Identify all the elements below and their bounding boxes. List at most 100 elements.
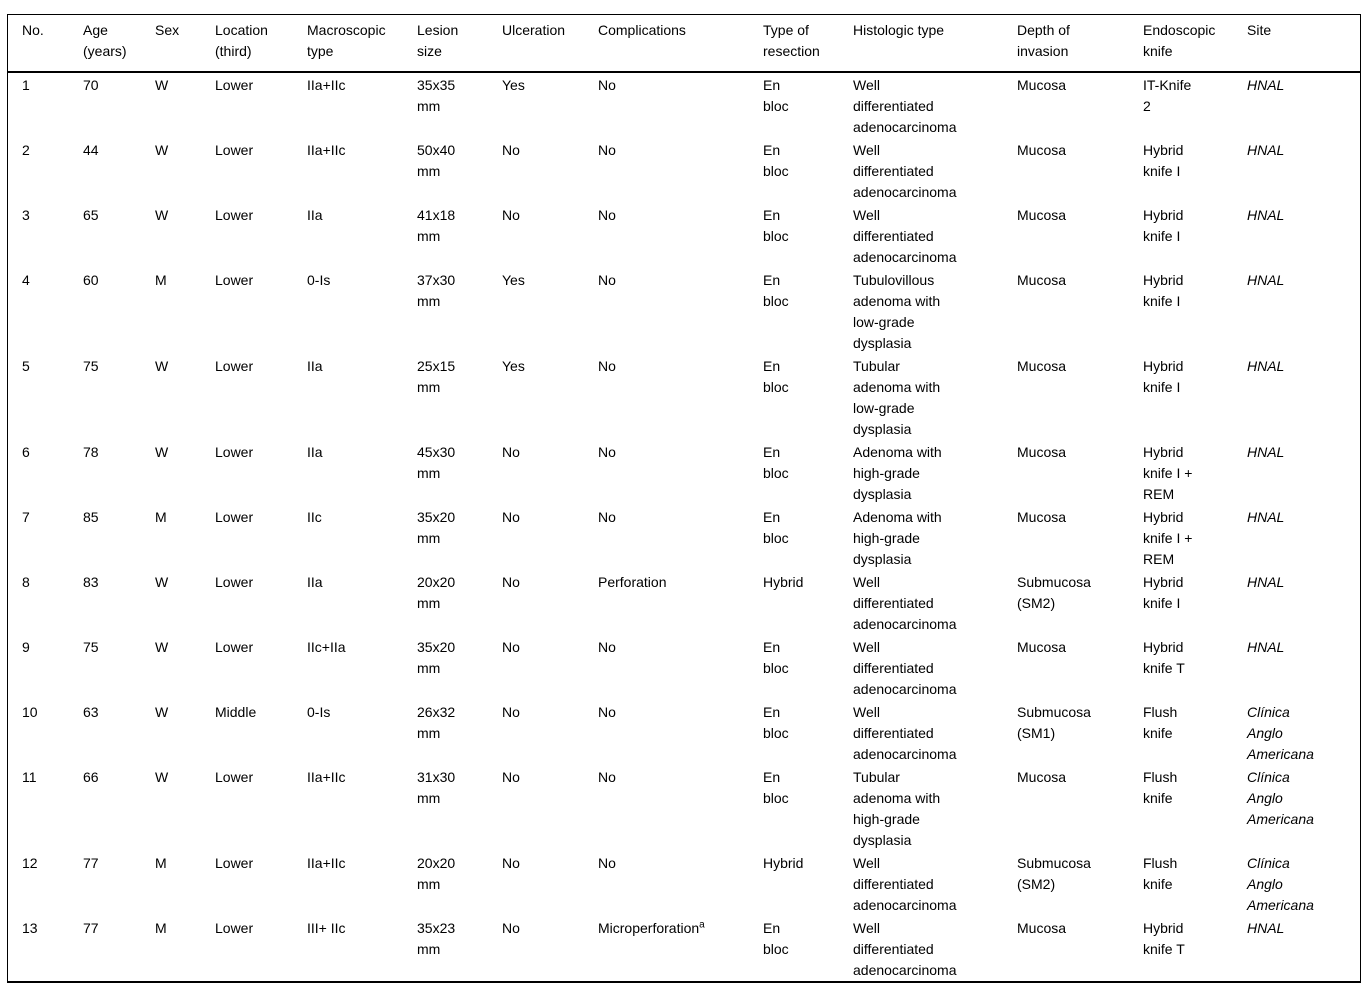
cell-resection-type: En bloc [763, 77, 789, 114]
cell-lesion-size: 20x20 mm [417, 855, 456, 892]
cell-histologic-type: Adenoma with high-grade dysplasia [853, 509, 942, 567]
cell-no: 5 [22, 358, 30, 374]
cell-location: Lower [215, 855, 254, 871]
cell-macroscopic-type: IIa+IIc [307, 77, 346, 93]
cell-resection-type: En bloc [763, 704, 789, 741]
cell-complications: No [598, 704, 616, 720]
cell-location: Lower [215, 920, 254, 936]
column-header-site: Site [1247, 14, 1360, 73]
cell-age: 60 [83, 272, 99, 288]
table-row: 12 77 M Lower IIa+IIc 20x20 mm No No Hybrid Well … [8, 851, 1360, 916]
cell-sex: W [155, 639, 169, 655]
cell-ulceration: No [502, 639, 520, 655]
cell-resection-type: En bloc [763, 639, 789, 676]
cell-location: Lower [215, 574, 254, 590]
cell-site: HNAL [1247, 920, 1285, 936]
cell-sex: M [155, 509, 167, 525]
cell-no: 4 [22, 272, 30, 288]
cell-no: 1 [22, 77, 30, 93]
cell-invasion-depth: Mucosa [1017, 769, 1067, 785]
cell-resection-type: Hybrid [763, 574, 804, 590]
cell-age: 66 [83, 769, 99, 785]
column-header-complications: Complications [598, 14, 763, 73]
table-row: 5 75 W Lower IIa 25x15 mm Yes No En bloc Tubular … [8, 354, 1360, 440]
header-row: No. Age (years) Sex Location (third) Macrosc… [8, 14, 1360, 73]
cell-sex: W [155, 444, 169, 460]
table-row: 13 77 M Lower III+ IIc 35x23 mm No Microperfora… [8, 916, 1360, 982]
cell-histologic-type: Well differentiated adenocarcinoma [853, 207, 957, 265]
table-header: No. Age (years) Sex Location (third) Macrosc… [8, 14, 1360, 73]
cell-lesion-size: 35x20 mm [417, 639, 456, 676]
cell-age: 65 [83, 207, 99, 223]
cell-age: 75 [83, 358, 99, 374]
cell-ulceration: Yes [502, 358, 525, 374]
cell-invasion-depth: Submucosa (SM2) [1017, 574, 1091, 611]
table-row: 3 65 W Lower IIa 41x18 mm No No En bloc Well diff… [8, 203, 1360, 268]
cell-sex: W [155, 769, 169, 785]
cell-invasion-depth: Mucosa [1017, 207, 1067, 223]
cell-macroscopic-type: 0-Is [307, 272, 331, 288]
cell-complications: Perforation [598, 574, 667, 590]
cell-invasion-depth: Mucosa [1017, 272, 1067, 288]
cell-ulceration: No [502, 142, 520, 158]
cell-location: Middle [215, 704, 257, 720]
cell-site: HNAL [1247, 207, 1285, 223]
cell-macroscopic-type: IIa [307, 358, 323, 374]
cell-complications: No [598, 77, 616, 93]
cell-endoscopic-knife: Flush knife [1143, 704, 1178, 741]
cell-endoscopic-knife: Hybrid knife I [1143, 574, 1184, 611]
cell-sex: M [155, 272, 167, 288]
cell-endoscopic-knife: Flush knife [1143, 855, 1178, 892]
cell-complications: No [598, 855, 616, 871]
cell-age: 78 [83, 444, 99, 460]
cell-no: 6 [22, 444, 30, 460]
cell-invasion-depth: Submucosa (SM1) [1017, 704, 1091, 741]
cell-lesion-size: 25x15 mm [417, 358, 456, 395]
column-header-histologic-type: Histologic type [853, 14, 1017, 73]
column-header-ulceration: Ulceration [502, 14, 598, 73]
cell-ulceration: No [502, 444, 520, 460]
cell-complications: No [598, 639, 616, 655]
cell-complications: No [598, 358, 616, 374]
cell-ulceration: No [502, 207, 520, 223]
cell-sex: W [155, 704, 169, 720]
cell-no: 7 [22, 509, 30, 525]
cell-histologic-type: Adenoma with high-grade dysplasia [853, 444, 942, 502]
cell-age: 70 [83, 77, 99, 93]
column-header-lesion-size: Lesion size [417, 14, 502, 73]
cell-resection-type: En bloc [763, 920, 789, 957]
cell-complications: No [598, 509, 616, 525]
cell-complications: No [598, 444, 616, 460]
cell-age: 44 [83, 142, 99, 158]
cell-age: 75 [83, 639, 99, 655]
cell-site: HNAL [1247, 77, 1285, 93]
cell-age: 77 [83, 920, 99, 936]
cell-lesion-size: 45x30 mm [417, 444, 456, 481]
cell-histologic-type: Well differentiated adenocarcinoma [853, 77, 957, 135]
cell-lesion-size: 50x40 mm [417, 142, 456, 179]
cell-histologic-type: Well differentiated adenocarcinoma [853, 855, 957, 913]
cell-no: 10 [22, 704, 38, 720]
cell-location: Lower [215, 272, 254, 288]
cell-resection-type: En bloc [763, 142, 789, 179]
column-header-macroscopic-type: Macroscopic type [307, 14, 417, 73]
cell-resection-type: En bloc [763, 444, 789, 481]
cell-invasion-depth: Mucosa [1017, 77, 1067, 93]
cell-endoscopic-knife: Hybrid knife I [1143, 142, 1184, 179]
cell-location: Lower [215, 207, 254, 223]
cell-age: 83 [83, 574, 99, 590]
cell-sex: M [155, 855, 167, 871]
column-header-endoscopic-knife: Endoscopic knife [1143, 14, 1247, 73]
cell-macroscopic-type: III+ IIc [307, 920, 346, 936]
column-header-no: No. [8, 14, 83, 73]
cell-endoscopic-knife: IT-Knife 2 [1143, 77, 1192, 114]
cell-no: 12 [22, 855, 38, 871]
cell-lesion-size: 20x20 mm [417, 574, 456, 611]
cell-sex: W [155, 77, 169, 93]
cell-invasion-depth: Mucosa [1017, 920, 1067, 936]
cell-age: 85 [83, 509, 99, 525]
cell-sex: W [155, 574, 169, 590]
column-header-location: Location (third) [215, 14, 307, 73]
column-header-age: Age (years) [83, 14, 155, 73]
cell-age: 63 [83, 704, 99, 720]
